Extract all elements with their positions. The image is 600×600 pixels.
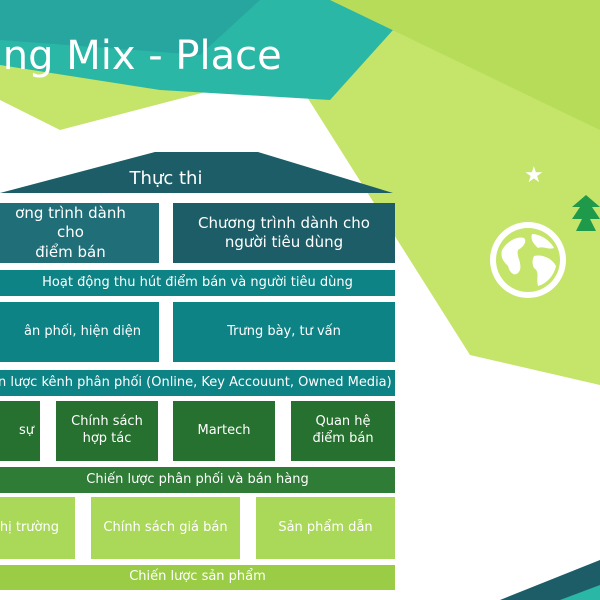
point-of-sale-relations: Quan hệ điểm bán xyxy=(291,401,395,461)
slide-title: ting Mix - Place xyxy=(0,33,282,79)
star-icon: ★ xyxy=(524,163,544,188)
globe-icon xyxy=(490,222,566,298)
lead-product: Sản phẩm dẫn xyxy=(256,497,395,559)
personnel-block: sự xyxy=(0,401,40,461)
martech: Martech xyxy=(173,401,275,461)
house-roof-label: Thực thi xyxy=(129,168,203,189)
band-distribution-sales-strategy: Chiến lược phân phối và bán hàng xyxy=(0,467,395,493)
band-product-strategy: Chiến lược sản phẩm xyxy=(0,565,395,590)
program-for-consumers: Chương trình dành cho người tiêu dùng xyxy=(173,203,395,263)
tree-icon xyxy=(572,195,600,231)
pricing-policy: Chính sách giá bán xyxy=(91,497,240,559)
distribution-presence: ân phối, hiện diện xyxy=(0,302,159,362)
band-attraction-activities: Hoạt động thu hút điểm bán và người tiêu… xyxy=(0,270,395,296)
display-consulting: Trưng bày, tư vấn xyxy=(173,302,395,362)
market-block: thị trường xyxy=(0,497,75,559)
band-distribution-channel-strategy: n lược kênh phân phối (Online, Key Accou… xyxy=(0,370,395,396)
program-for-point-of-sale: ơng trình dành cho điểm bán xyxy=(0,203,159,263)
cooperation-policy: Chính sách hợp tác xyxy=(56,401,158,461)
